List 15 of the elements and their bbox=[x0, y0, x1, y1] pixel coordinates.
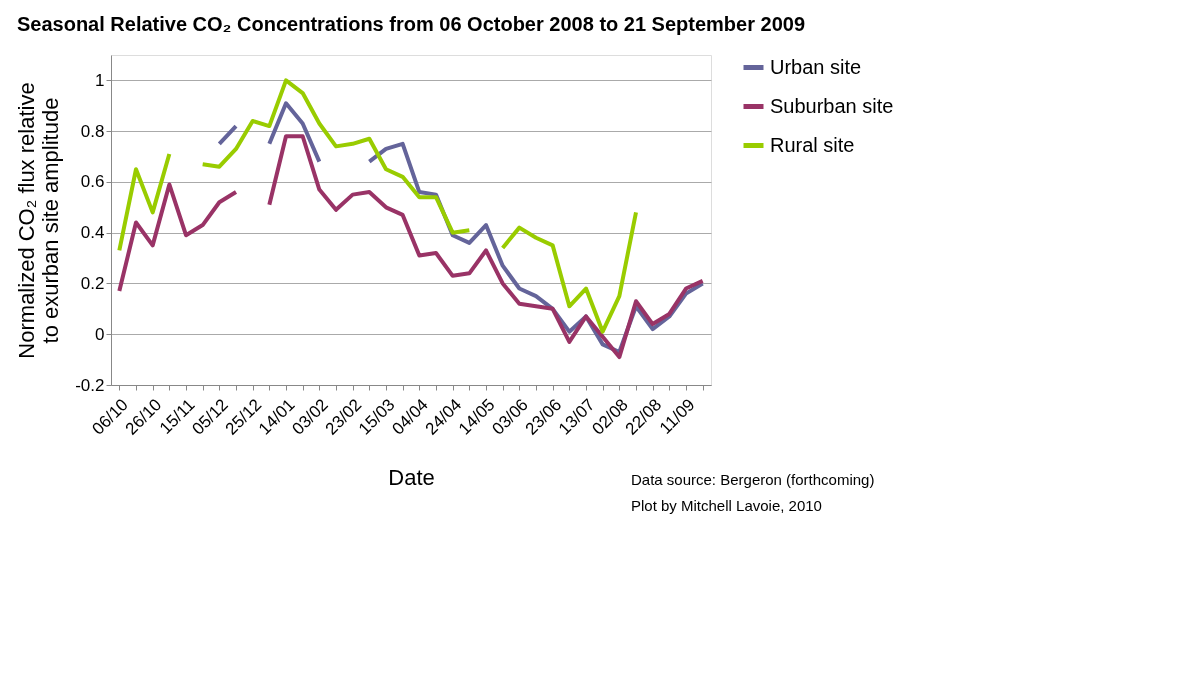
x-axis-title: Date bbox=[388, 464, 435, 490]
legend-label: Suburban site bbox=[770, 94, 894, 117]
y-tick-label: 0.6 bbox=[80, 172, 105, 192]
y-tick-label: 0 bbox=[95, 324, 105, 344]
y-tick-label: -0.2 bbox=[75, 375, 105, 395]
y-tick-label: 1 bbox=[95, 70, 105, 90]
y-axis-title: Normalized CO₂ flux relative to exurban site amplitude bbox=[14, 82, 64, 359]
chart-title: Seasonal Relative CO₂ Concentrations from 06 October 2008 to 21 September 2009 bbox=[16, 13, 806, 35]
legend-label: Rural site bbox=[770, 133, 855, 156]
text: Plot by Mitchell Lavoie, 2010 bbox=[631, 497, 822, 514]
source-note: Data source: Bergeron (forthcoming) bbox=[631, 471, 875, 488]
y-tick-label: 0.2 bbox=[80, 273, 105, 293]
y-tick-label: 0.4 bbox=[80, 223, 105, 243]
y-tick-label: 0.8 bbox=[80, 121, 105, 141]
legend-label: Urban site bbox=[770, 55, 862, 78]
